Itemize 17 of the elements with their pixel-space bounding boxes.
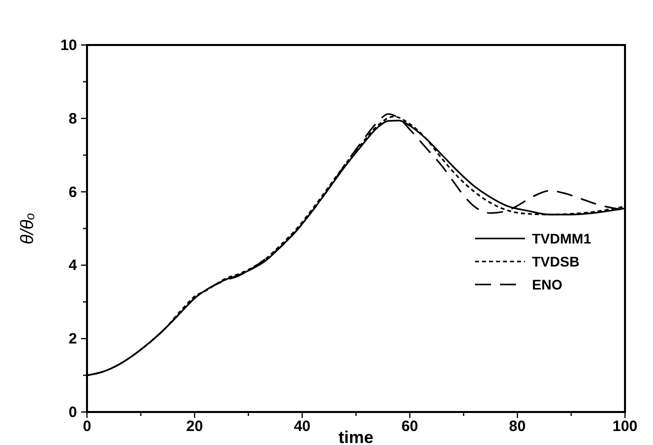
x-tick-label: 80 [509, 418, 526, 435]
y-tick-label: 4 [68, 257, 78, 274]
y-tick-label: 0 [68, 404, 77, 421]
x-tick-label: 20 [186, 418, 203, 435]
legend-label: TVDMM1 [532, 230, 592, 246]
x-tick-label: 0 [82, 418, 92, 435]
x-tick-label: 100 [612, 418, 638, 435]
x-tick-label: 40 [294, 418, 311, 435]
y-tick-label: 10 [60, 37, 77, 54]
x-tick-label: 60 [401, 418, 418, 435]
y-tick-label: 8 [68, 110, 77, 128]
y-axis-title: θ/θₒ [17, 212, 37, 244]
legend-label: TVDSB [532, 254, 580, 270]
x-axis-title: time [338, 428, 374, 445]
y-tick-label: 2 [68, 330, 77, 348]
legend-label: ENO [532, 276, 562, 292]
y-tick-label: 6 [68, 184, 77, 201]
